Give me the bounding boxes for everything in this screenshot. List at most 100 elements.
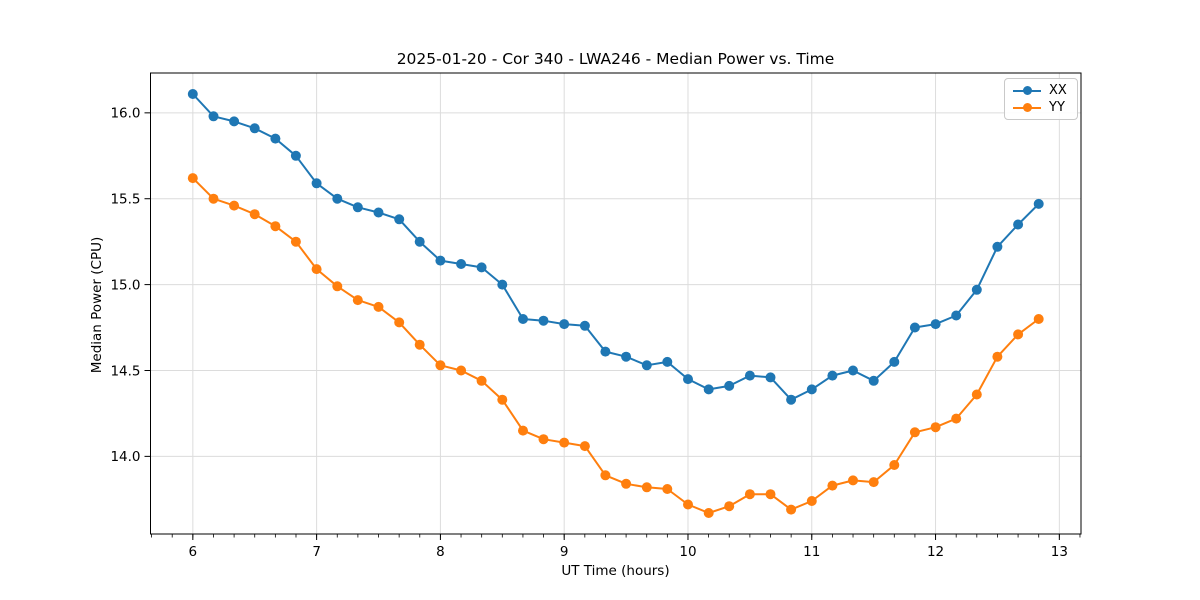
data-point-YY xyxy=(476,375,487,386)
legend-entry-YY: YY xyxy=(1013,101,1067,114)
x-tick-label: 12 xyxy=(927,544,944,560)
data-point-XX xyxy=(621,351,632,362)
data-point-YY xyxy=(909,427,920,438)
legend-marker-XX xyxy=(1013,86,1041,96)
data-point-YY xyxy=(518,425,528,436)
data-point-YY xyxy=(600,470,611,481)
data-point-XX xyxy=(909,322,920,333)
data-point-XX xyxy=(641,360,652,371)
data-point-YY xyxy=(270,221,281,232)
data-point-YY xyxy=(992,351,1003,362)
data-point-XX xyxy=(435,255,446,266)
data-point-YY xyxy=(538,434,549,445)
data-point-YY xyxy=(724,501,735,512)
x-tick-label: 11 xyxy=(803,544,820,560)
data-point-XX xyxy=(579,320,590,331)
data-point-YY xyxy=(703,508,714,518)
y-axis-label: Median Power (CPU) xyxy=(89,236,106,374)
data-point-XX xyxy=(1033,198,1044,209)
data-point-YY xyxy=(1033,314,1044,324)
data-point-XX xyxy=(352,202,363,213)
data-point-XX xyxy=(497,279,508,290)
data-point-YY xyxy=(579,441,590,452)
legend-label-XX: XX xyxy=(1049,83,1067,98)
data-point-XX xyxy=(848,365,858,376)
series-XX-line xyxy=(192,93,1040,401)
data-point-YY xyxy=(930,422,941,433)
y-axis-label-box: Median Power (CPU) xyxy=(80,170,114,440)
data-point-XX xyxy=(1013,219,1024,230)
x-tick-label: 6 xyxy=(189,544,198,560)
data-point-XX xyxy=(208,111,219,122)
data-point-XX xyxy=(889,356,900,367)
data-point-XX xyxy=(187,89,198,99)
data-point-YY xyxy=(868,477,879,488)
plot-spines xyxy=(150,72,1082,535)
data-point-YY xyxy=(806,496,817,506)
data-point-XX xyxy=(311,178,322,189)
data-point-YY xyxy=(290,236,301,247)
data-point-XX xyxy=(270,133,281,144)
data-point-YY xyxy=(497,394,508,405)
data-point-YY xyxy=(765,489,776,500)
data-point-YY xyxy=(971,389,982,400)
data-point-XX xyxy=(930,319,941,330)
y-tick-label: 14.0 xyxy=(110,449,140,465)
data-point-YY xyxy=(559,437,570,448)
legend-entry-XX: XX xyxy=(1013,84,1067,97)
data-point-YY xyxy=(889,460,900,470)
y-tick-label: 15.5 xyxy=(110,192,140,208)
series-XX xyxy=(187,89,1044,405)
data-point-YY xyxy=(394,317,405,328)
y-tick-label: 15.0 xyxy=(110,277,140,293)
data-point-XX xyxy=(868,375,879,386)
data-point-YY xyxy=(456,365,467,376)
data-point-XX xyxy=(703,384,714,395)
x-tick-label: 10 xyxy=(679,544,696,560)
data-point-XX xyxy=(662,356,673,367)
data-point-XX xyxy=(559,319,570,330)
data-point-XX xyxy=(786,394,797,405)
legend: XX YY xyxy=(1004,78,1078,120)
data-point-YY xyxy=(662,484,673,494)
data-point-YY xyxy=(332,281,343,292)
data-point-XX xyxy=(806,384,817,395)
data-point-YY xyxy=(951,413,962,424)
data-point-YY xyxy=(187,173,198,184)
data-point-XX xyxy=(414,236,425,247)
data-point-XX xyxy=(373,207,384,218)
data-point-XX xyxy=(518,314,528,324)
y-tick-label: 14.5 xyxy=(110,363,140,379)
data-point-YY xyxy=(229,200,240,211)
data-point-YY xyxy=(208,193,219,204)
data-point-XX xyxy=(290,150,301,161)
data-point-XX xyxy=(971,284,982,295)
data-point-XX xyxy=(476,262,487,273)
data-point-YY xyxy=(414,339,425,350)
legend-label-YY: YY xyxy=(1049,100,1065,115)
data-point-XX xyxy=(765,372,776,383)
data-point-YY xyxy=(683,499,693,510)
chart-title: 2025-01-20 - Cor 340 - LWA246 - Median P… xyxy=(396,50,835,68)
data-point-XX xyxy=(332,193,343,204)
x-tick-label: 8 xyxy=(436,544,445,560)
axis-ticks: 6 7 8 9 10 11 12 13 14.0 14.5 15.0 15.5 16.0 xyxy=(110,106,1081,560)
gridlines xyxy=(150,73,1081,534)
data-point-XX xyxy=(744,370,755,381)
data-point-XX xyxy=(827,370,838,381)
data-point-XX xyxy=(992,241,1003,252)
data-point-YY xyxy=(744,489,755,500)
series-YY-line xyxy=(192,177,1040,514)
x-axis-label: UT Time (hours) xyxy=(561,563,670,579)
data-point-YY xyxy=(311,264,322,275)
data-point-YY xyxy=(352,295,363,306)
data-point-YY xyxy=(1013,329,1024,340)
data-point-YY xyxy=(848,475,858,486)
data-point-YY xyxy=(435,360,446,371)
legend-marker-YY xyxy=(1013,103,1041,113)
y-tick-label: 16.0 xyxy=(110,106,140,122)
x-tick-label: 13 xyxy=(1051,544,1068,560)
data-point-XX xyxy=(538,315,549,326)
